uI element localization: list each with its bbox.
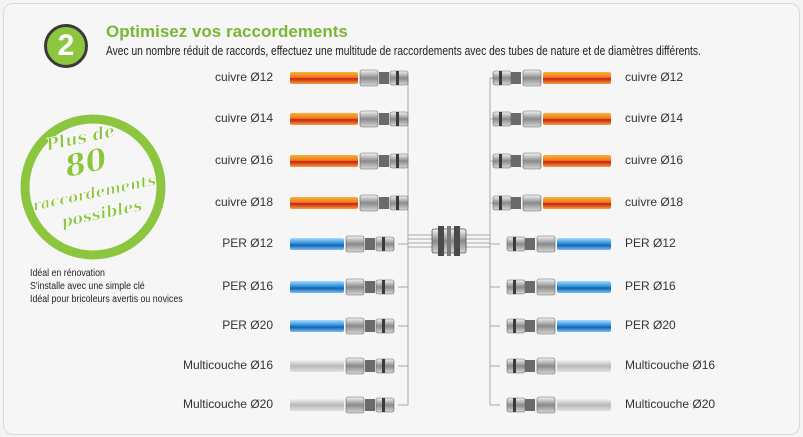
per-tube	[290, 281, 344, 293]
stamp-line2: 80	[61, 142, 110, 185]
copper-tube	[290, 72, 358, 84]
tube-label-left: PER Ø20	[222, 318, 273, 332]
tube-label-left: PER Ø16	[222, 279, 273, 293]
multi-tube	[557, 360, 611, 372]
feature-item: S'installe avec une simple clé	[30, 281, 145, 292]
section-title: Optimisez vos raccordements	[106, 22, 348, 41]
tube-label-left: Multicouche Ø20	[182, 397, 273, 411]
fitting-icon	[492, 194, 542, 212]
central-fitting-icon	[431, 226, 467, 256]
multi-tube	[290, 360, 344, 372]
fitting-icon	[359, 194, 409, 212]
fitting-icon	[345, 278, 395, 296]
fitting-icon	[359, 152, 409, 170]
section-subtitle: Avec un nombre réduit de raccords, effec…	[106, 44, 701, 58]
tube-label-left: cuivre Ø12	[214, 70, 273, 84]
copper-tube	[290, 197, 358, 209]
copper-tube	[290, 155, 358, 167]
per-tube	[290, 320, 344, 332]
tubes-left	[290, 69, 409, 414]
copper-tube	[543, 113, 611, 125]
fitting-icon	[506, 278, 556, 296]
tube-label-right: Multicouche Ø16	[625, 358, 716, 372]
per-tube	[290, 238, 344, 250]
per-tube	[557, 238, 611, 250]
fitting-icon	[506, 396, 556, 414]
fitting-icon	[345, 235, 395, 253]
tube-label-right: cuivre Ø16	[625, 153, 684, 167]
copper-tube	[543, 72, 611, 84]
tube-label-right: PER Ø20	[625, 318, 676, 332]
stamp-ring	[20, 114, 166, 260]
fitting-icon	[359, 69, 409, 87]
fitting-icon	[345, 357, 395, 375]
tube-label-left: Multicouche Ø16	[182, 358, 273, 372]
per-tube	[557, 281, 611, 293]
copper-tube	[543, 197, 611, 209]
tube-label-right: PER Ø12	[625, 236, 676, 250]
step-badge: 2	[44, 24, 88, 68]
tubes-right	[492, 69, 611, 414]
multi-tube	[290, 399, 344, 411]
tube-label-left: cuivre Ø18	[214, 195, 273, 209]
per-tube	[557, 320, 611, 332]
copper-tube	[290, 113, 358, 125]
tube-label-left: cuivre Ø16	[214, 153, 273, 167]
tube-label-left: PER Ø12	[222, 236, 273, 250]
multi-tube	[557, 399, 611, 411]
fitting-icon	[345, 396, 395, 414]
fitting-icon	[492, 152, 542, 170]
copper-tube	[543, 155, 611, 167]
tube-label-right: cuivre Ø18	[625, 195, 684, 209]
tube-label-right: cuivre Ø14	[625, 111, 684, 125]
tube-label-right: Multicouche Ø20	[625, 397, 716, 411]
fitting-icon	[492, 69, 542, 87]
fitting-icon	[506, 357, 556, 375]
feature-item: Idéal en rénovation	[30, 268, 105, 279]
connections-stamp: Plus de 80 raccordements possibles	[20, 114, 166, 260]
fitting-icon	[506, 317, 556, 335]
fitting-icon	[359, 110, 409, 128]
tube-label-right: cuivre Ø12	[625, 70, 684, 84]
fitting-icon	[492, 110, 542, 128]
tube-label-right: PER Ø16	[625, 279, 676, 293]
tube-label-left: cuivre Ø14	[214, 111, 273, 125]
features-list: Idéal en rénovation S'installe avec une …	[30, 267, 203, 306]
fitting-icon	[506, 235, 556, 253]
feature-item: Idéal pour bricoleurs avertis ou novices	[30, 294, 183, 305]
fitting-icon	[345, 317, 395, 335]
